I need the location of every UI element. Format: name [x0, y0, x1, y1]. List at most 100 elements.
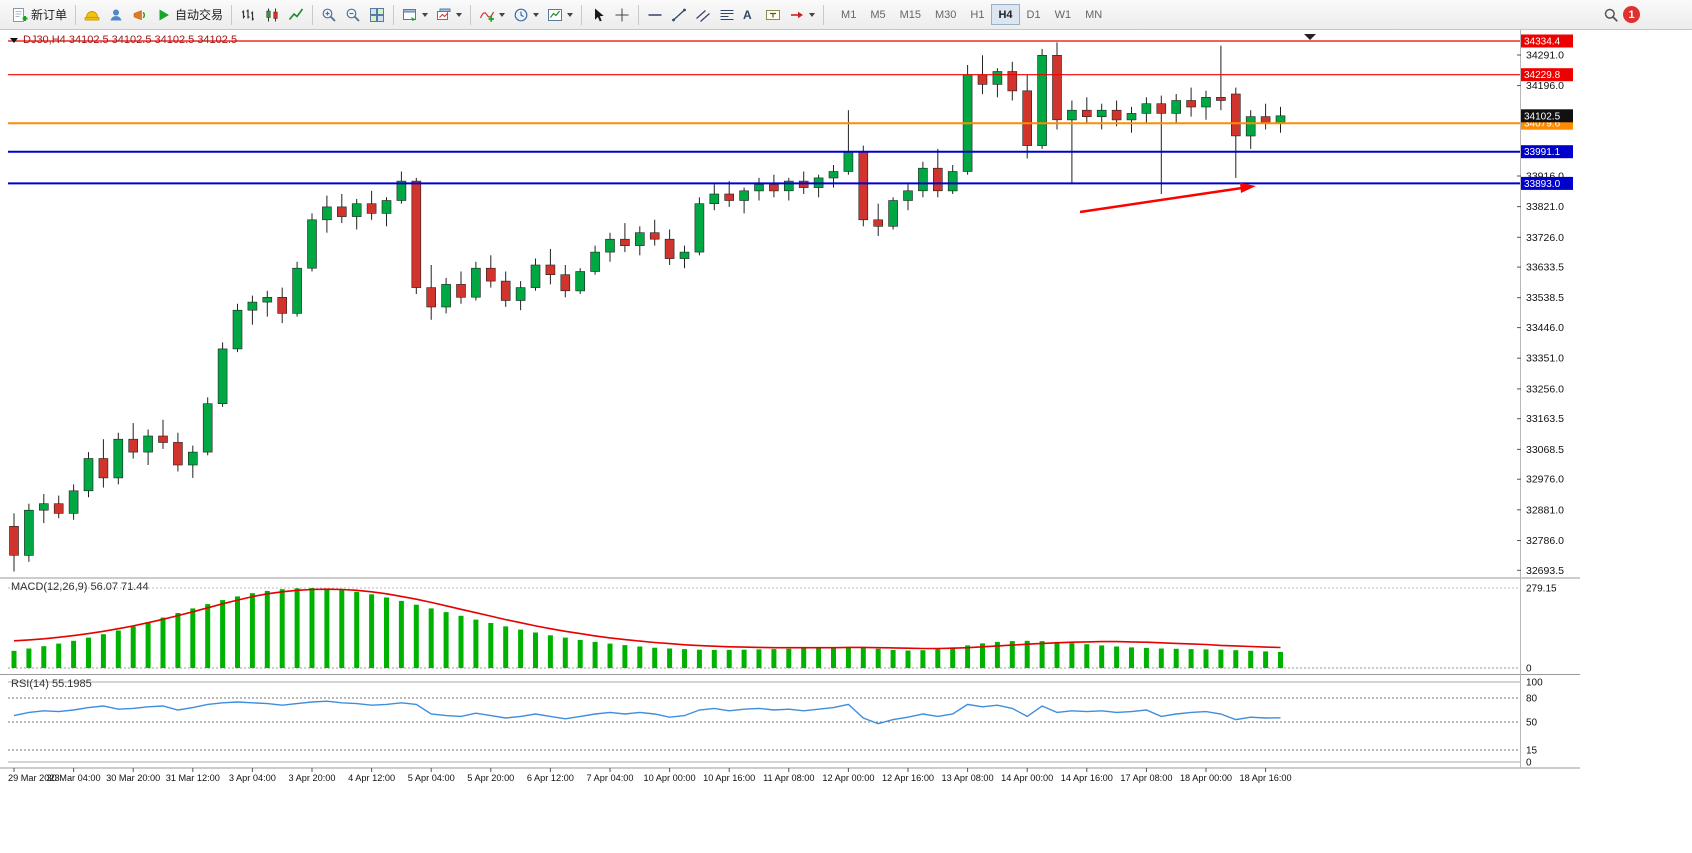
- support-resistance-lines[interactable]: [8, 40, 1520, 185]
- channel-tool-button[interactable]: [691, 3, 715, 27]
- arrow-objects-icon: [791, 11, 804, 18]
- macd-panel: 279.15 0: [8, 584, 1557, 675]
- dropdown-caret-icon: [567, 12, 574, 17]
- search-button[interactable]: [1599, 3, 1623, 27]
- line-chart-mode-button[interactable]: [284, 3, 308, 27]
- autotrading-label: 自动交易: [175, 8, 224, 22]
- timeframe-button-D1[interactable]: D1: [1020, 4, 1048, 25]
- indicators-button[interactable]: [475, 3, 509, 27]
- cursor-icon: [595, 8, 604, 21]
- rsi-panel: 100 80 50 150: [8, 678, 1543, 769]
- chart-profiles-button[interactable]: [432, 3, 466, 27]
- horizontal-line-icon: [648, 13, 662, 16]
- tile-windows-button[interactable]: [365, 3, 389, 27]
- svg-text:15: 15: [1526, 746, 1538, 757]
- new-order-button[interactable]: 新订单: [8, 3, 71, 27]
- autotrading-button[interactable]: 自动交易: [152, 3, 227, 27]
- notification-badge[interactable]: 1: [1623, 6, 1640, 23]
- svg-text:12 Apr 16:00: 12 Apr 16:00: [882, 773, 934, 783]
- arrow-objects-button[interactable]: [785, 3, 819, 27]
- timeframe-button-M15[interactable]: M15: [893, 4, 928, 25]
- svg-text:33068.5: 33068.5: [1526, 444, 1564, 456]
- svg-text:17 Apr 08:00: 17 Apr 08:00: [1120, 773, 1172, 783]
- annotation-arrow[interactable]: [1079, 183, 1256, 214]
- svg-text:14 Apr 00:00: 14 Apr 00:00: [1001, 773, 1053, 783]
- svg-text:34102.5: 34102.5: [1524, 111, 1561, 122]
- toolbar-separator: [393, 4, 395, 25]
- templates-icon: [548, 8, 563, 21]
- toolbar-separator: [823, 4, 825, 25]
- svg-text:12 Apr 00:00: 12 Apr 00:00: [822, 773, 874, 783]
- trendline-icon: [672, 8, 686, 21]
- new-chart-icon: [403, 8, 417, 21]
- timeframe-button-M30[interactable]: M30: [928, 4, 963, 25]
- new-chart-button[interactable]: [398, 3, 432, 27]
- new-order-icon: [13, 7, 28, 22]
- zoom-in-button[interactable]: [317, 3, 341, 27]
- fibonacci-tool-button[interactable]: [715, 3, 739, 27]
- svg-text:50: 50: [1526, 718, 1538, 729]
- news-button[interactable]: [128, 3, 152, 27]
- horizontal-line-tool-button[interactable]: [643, 3, 667, 27]
- toolbar-separator: [75, 4, 77, 25]
- trade-tools-button[interactable]: [80, 3, 104, 27]
- community-button[interactable]: [104, 3, 128, 27]
- candlestick-series: [9, 42, 1286, 572]
- timeframe-button-MN[interactable]: MN: [1078, 4, 1109, 25]
- svg-text:33256.0: 33256.0: [1526, 383, 1564, 395]
- timeframe-button-M1[interactable]: M1: [834, 4, 863, 25]
- text-label-tool-button[interactable]: [761, 3, 785, 27]
- main-toolbar: 新订单 自动交易: [0, 0, 1692, 30]
- chart-canvas[interactable]: 34291.034196.033916.033821.033726.033633…: [0, 30, 1692, 853]
- line-chart-icon: [288, 8, 304, 20]
- timeframe-button-M5[interactable]: M5: [863, 4, 892, 25]
- timeframe-button-H1[interactable]: H1: [963, 4, 991, 25]
- cursor-button[interactable]: [586, 3, 610, 27]
- svg-text:32976.0: 32976.0: [1526, 474, 1564, 486]
- indicators-icon: [479, 11, 495, 22]
- templates-button[interactable]: [543, 3, 577, 27]
- svg-text:34079.6: 34079.6: [1524, 119, 1561, 130]
- new-order-label: 新订单: [31, 8, 68, 22]
- svg-text:33991.1: 33991.1: [1524, 147, 1561, 158]
- candlestick-chart-icon: [266, 8, 278, 21]
- chart-shift-marker[interactable]: [1304, 34, 1316, 40]
- crosshair-button[interactable]: [610, 3, 634, 27]
- svg-text:30 Mar 20:00: 30 Mar 20:00: [106, 773, 160, 783]
- toolbar-separator: [312, 4, 314, 25]
- toolbar-separator: [638, 4, 640, 25]
- crosshair-icon: [615, 8, 629, 21]
- svg-text:0: 0: [1526, 758, 1532, 769]
- svg-text:33163.5: 33163.5: [1526, 413, 1564, 425]
- svg-text:32693.5: 32693.5: [1526, 565, 1564, 577]
- tile-windows-icon: [370, 7, 385, 22]
- svg-text:279.15: 279.15: [1526, 584, 1557, 595]
- price-axis[interactable]: 34291.034196.033916.033821.033726.033633…: [1517, 50, 1564, 577]
- bar-chart-mode-button[interactable]: [236, 3, 260, 27]
- svg-text:80: 80: [1526, 694, 1538, 705]
- svg-text:3 Apr 20:00: 3 Apr 20:00: [289, 773, 336, 783]
- hard-hat-icon: [84, 10, 100, 20]
- svg-text:6 Apr 12:00: 6 Apr 12:00: [527, 773, 574, 783]
- level-price-boxes: 34334.4 34229.8 34079.6 33991.1 33893.0: [1521, 34, 1573, 190]
- timeframe-button-W1[interactable]: W1: [1048, 4, 1079, 25]
- text-tool-button[interactable]: A: [739, 3, 761, 27]
- svg-text:100: 100: [1526, 678, 1543, 689]
- dropdown-caret-icon: [456, 12, 463, 17]
- macd-histogram: [11, 588, 1283, 668]
- toolbar-separator: [581, 4, 583, 25]
- timeframe-button-H4[interactable]: H4: [991, 4, 1020, 25]
- svg-text:11 Apr 08:00: 11 Apr 08:00: [763, 773, 814, 783]
- rsi-line: [13, 700, 1281, 725]
- periods-button[interactable]: [509, 3, 543, 27]
- dropdown-caret-icon: [809, 12, 816, 17]
- svg-text:13 Apr 08:00: 13 Apr 08:00: [942, 773, 994, 783]
- macd-signal-line: [13, 588, 1281, 650]
- zoom-out-button[interactable]: [341, 3, 365, 27]
- svg-text:18 Apr 00:00: 18 Apr 00:00: [1180, 773, 1232, 783]
- candlestick-mode-button[interactable]: [260, 3, 284, 27]
- trendline-tool-button[interactable]: [667, 3, 691, 27]
- panel-separators: [0, 30, 1580, 769]
